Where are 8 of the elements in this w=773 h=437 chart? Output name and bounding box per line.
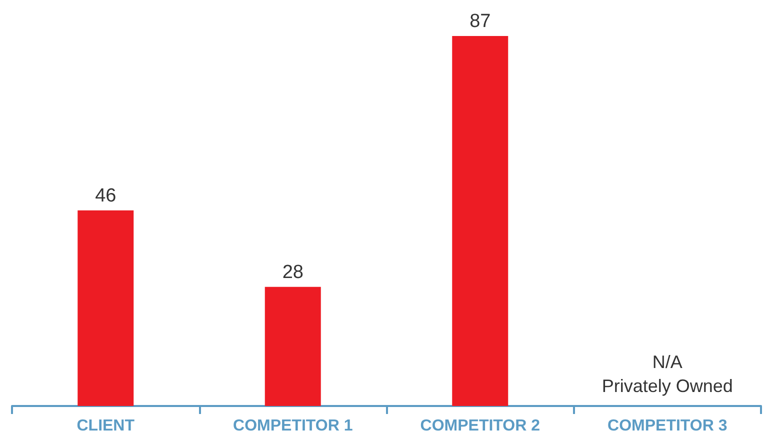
x-tick-label: COMPETITOR 2: [420, 418, 540, 434]
x-tick-label: CLIENT: [76, 418, 135, 434]
x-tick-label: COMPETITOR 1: [233, 418, 353, 434]
data-label: 87: [470, 11, 491, 32]
x-tick-label: COMPETITOR 3: [608, 418, 728, 434]
data-label: 46: [95, 185, 116, 206]
data-label: 28: [282, 262, 304, 283]
annotation: N/A Privately Owned: [602, 352, 733, 396]
